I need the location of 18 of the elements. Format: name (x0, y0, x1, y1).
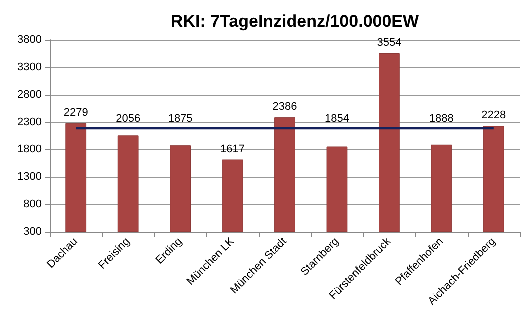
chart-title: RKI: 7TageInzidenz/100.000EW (170, 12, 420, 31)
y-tick-label: 300 (24, 226, 42, 238)
data-label: 3554 (377, 36, 402, 49)
y-tick-label: 3800 (18, 34, 42, 46)
data-label: 1875 (168, 112, 193, 125)
data-label: 2056 (116, 112, 141, 125)
y-tick-label: 1300 (18, 171, 42, 184)
y-tick-label: 3300 (18, 61, 42, 74)
data-label: 1617 (220, 143, 246, 156)
y-tick-label: 1800 (18, 144, 42, 156)
y-tick-label: 2300 (18, 116, 42, 128)
data-label: 2279 (64, 106, 88, 119)
y-tick-label: 800 (24, 198, 42, 211)
data-label: 2228 (482, 110, 506, 122)
data-label: 1888 (429, 112, 454, 125)
data-label: 2386 (272, 101, 298, 114)
data-label: 1854 (324, 112, 350, 125)
y-tick-label: 2800 (18, 88, 42, 101)
